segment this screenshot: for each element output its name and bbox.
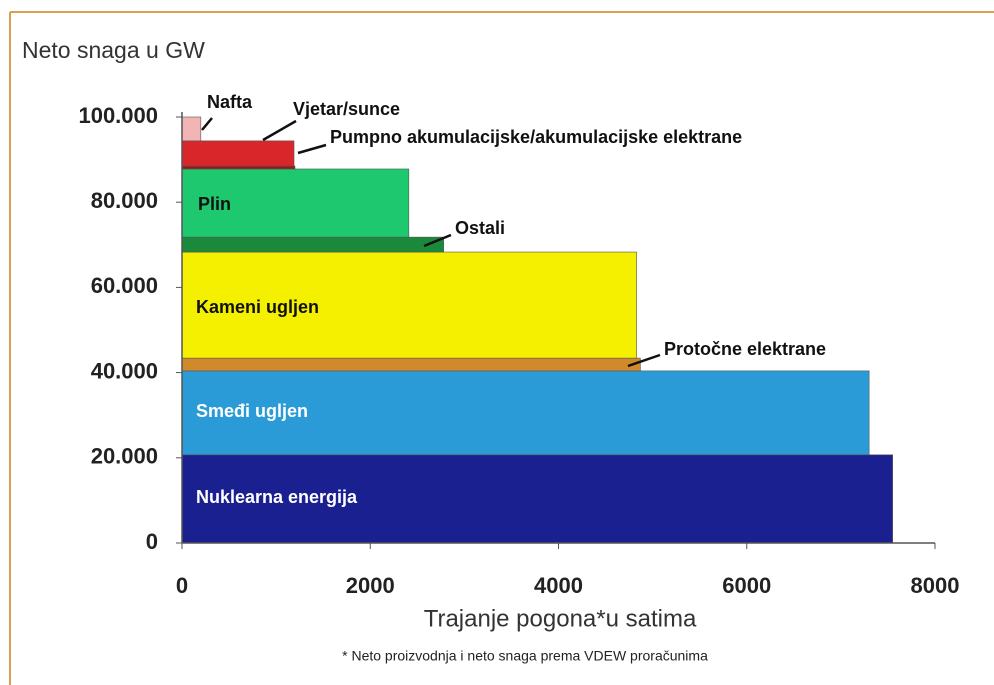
label-arrow xyxy=(423,233,452,248)
x-tick-label: 8000 xyxy=(911,573,960,598)
x-tick-label: 4000 xyxy=(534,573,583,598)
segment xyxy=(181,116,202,142)
label-arrow xyxy=(201,117,213,131)
y-tick-label: 0 xyxy=(146,529,158,554)
segment-label: Nuklearna energija xyxy=(196,487,358,507)
y-tick-label: 100.000 xyxy=(78,103,158,128)
segment-label: Smeđi ugljen xyxy=(196,401,308,421)
segment-label: Vjetar/sunce xyxy=(293,99,400,119)
x-tick-label: 2000 xyxy=(346,573,395,598)
label-arrow xyxy=(627,353,661,368)
segment xyxy=(181,168,410,238)
segment-label: Pumpno akumulacijske/akumulacijske elekt… xyxy=(330,127,742,147)
segment xyxy=(181,165,296,170)
segment-label: Plin xyxy=(198,194,231,214)
segment xyxy=(181,251,637,359)
segment xyxy=(181,357,641,372)
segment-label: Protočne elektrane xyxy=(664,339,826,359)
x-tick-label: 0 xyxy=(176,573,188,598)
x-tick-label: 6000 xyxy=(722,573,771,598)
label-arrow xyxy=(262,119,297,142)
footnote: * Neto proizvodnja i neto snaga prema VD… xyxy=(342,648,708,664)
segment-label: Nafta xyxy=(207,92,253,112)
segment-label: Kameni ugljen xyxy=(196,297,319,317)
y-tick-label: 80.000 xyxy=(91,188,158,213)
x-axis-label: Trajanje pogona*u satima xyxy=(424,605,697,632)
segment-label: Ostali xyxy=(455,218,505,238)
segment xyxy=(181,140,295,167)
segment xyxy=(181,236,444,253)
y-tick-label: 40.000 xyxy=(91,358,158,383)
y-tick-label: 60.000 xyxy=(91,273,158,298)
label-arrow xyxy=(297,143,327,155)
y-axis-label: Neto snaga u GW xyxy=(22,37,205,63)
segment xyxy=(181,454,893,544)
y-tick-label: 20.000 xyxy=(91,444,158,469)
